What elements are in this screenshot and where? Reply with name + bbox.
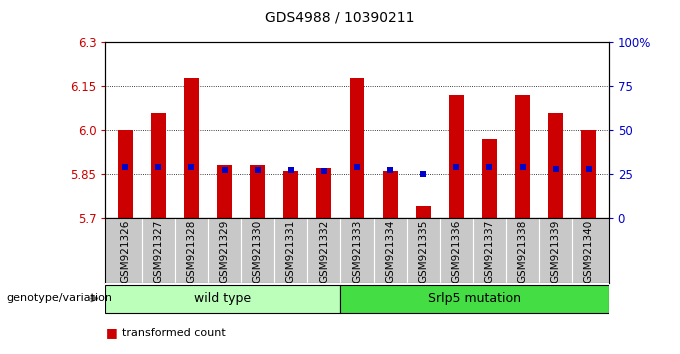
Bar	[105, 285, 341, 314]
Bar	[415, 206, 430, 218]
Bar	[217, 165, 232, 218]
Text: transformed count: transformed count	[122, 328, 226, 338]
Text: genotype/variation: genotype/variation	[7, 293, 113, 303]
Text: GSM921331: GSM921331	[286, 220, 296, 283]
Text: ■: ■	[105, 326, 117, 339]
Bar	[449, 95, 464, 218]
Text: wild type: wild type	[194, 292, 252, 305]
Text: GSM921328: GSM921328	[186, 220, 197, 283]
Bar	[350, 78, 364, 218]
Text: GSM921334: GSM921334	[385, 220, 395, 283]
Bar	[515, 95, 530, 218]
Text: GDS4988 / 10390211: GDS4988 / 10390211	[265, 11, 415, 25]
Text: GSM921332: GSM921332	[319, 220, 329, 283]
Bar	[284, 171, 299, 218]
Bar	[151, 113, 166, 218]
Text: GSM921336: GSM921336	[452, 220, 461, 283]
Text: GSM921339: GSM921339	[551, 220, 560, 283]
Text: Srlp5 mutation: Srlp5 mutation	[428, 292, 521, 305]
Text: GSM921330: GSM921330	[253, 220, 262, 283]
Text: GSM921338: GSM921338	[517, 220, 528, 283]
Text: GSM921335: GSM921335	[418, 220, 428, 283]
Text: GSM921329: GSM921329	[220, 220, 230, 283]
Bar	[118, 130, 133, 218]
Bar	[482, 139, 497, 218]
Text: GSM921326: GSM921326	[120, 220, 131, 283]
Bar	[383, 171, 398, 218]
Bar	[316, 168, 331, 218]
Text: GSM921340: GSM921340	[583, 220, 594, 283]
Text: ■: ■	[105, 353, 117, 354]
Bar	[581, 130, 596, 218]
Text: GSM921337: GSM921337	[484, 220, 494, 283]
Bar	[341, 285, 609, 314]
Bar	[184, 78, 199, 218]
Text: GSM921333: GSM921333	[352, 220, 362, 283]
Bar	[250, 165, 265, 218]
Text: GSM921327: GSM921327	[154, 220, 163, 283]
Bar	[548, 113, 563, 218]
